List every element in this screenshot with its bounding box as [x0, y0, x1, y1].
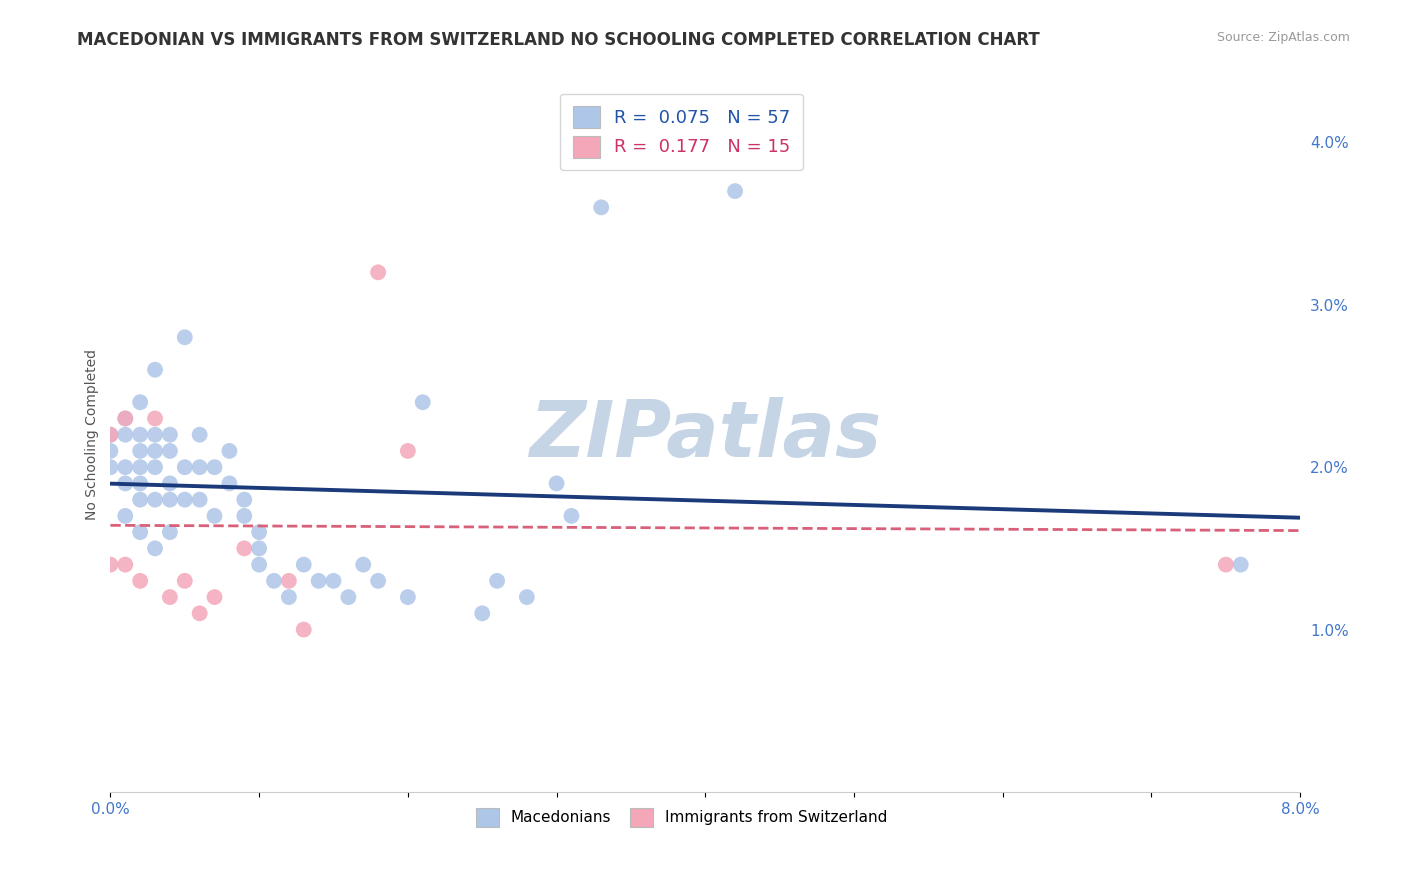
Point — [114, 411, 136, 425]
Point — [204, 590, 226, 604]
Point — [114, 508, 136, 523]
Point — [486, 574, 509, 588]
Point — [114, 558, 136, 572]
Point — [308, 574, 330, 588]
Point — [114, 427, 136, 442]
Point — [114, 411, 136, 425]
Point — [322, 574, 344, 588]
Point — [143, 460, 166, 475]
Point — [114, 460, 136, 475]
Point — [100, 558, 122, 572]
Text: ZIPatlas: ZIPatlas — [529, 397, 882, 473]
Point — [159, 590, 181, 604]
Point — [114, 476, 136, 491]
Point — [247, 541, 270, 556]
Point — [247, 558, 270, 572]
Point — [129, 574, 152, 588]
Point — [188, 607, 211, 621]
Point — [277, 590, 299, 604]
Point — [159, 427, 181, 442]
Point — [159, 492, 181, 507]
Point — [129, 492, 152, 507]
Point — [471, 607, 494, 621]
Point — [143, 411, 166, 425]
Point — [233, 492, 256, 507]
Point — [367, 265, 389, 279]
Point — [129, 525, 152, 540]
Point — [129, 427, 152, 442]
Point — [277, 574, 299, 588]
Point — [204, 460, 226, 475]
Point — [100, 444, 122, 458]
Legend: Macedonians, Immigrants from Switzerland: Macedonians, Immigrants from Switzerland — [468, 800, 894, 834]
Point — [1229, 558, 1251, 572]
Y-axis label: No Schooling Completed: No Schooling Completed — [86, 349, 100, 520]
Point — [218, 476, 240, 491]
Point — [173, 460, 195, 475]
Point — [173, 574, 195, 588]
Point — [204, 508, 226, 523]
Point — [159, 525, 181, 540]
Point — [159, 444, 181, 458]
Point — [233, 541, 256, 556]
Point — [292, 558, 315, 572]
Point — [100, 460, 122, 475]
Point — [159, 476, 181, 491]
Point — [143, 444, 166, 458]
Point — [173, 492, 195, 507]
Point — [367, 574, 389, 588]
Point — [188, 427, 211, 442]
Text: MACEDONIAN VS IMMIGRANTS FROM SWITZERLAND NO SCHOOLING COMPLETED CORRELATION CHA: MACEDONIAN VS IMMIGRANTS FROM SWITZERLAN… — [77, 31, 1040, 49]
Point — [129, 444, 152, 458]
Point — [143, 541, 166, 556]
Point — [100, 427, 122, 442]
Point — [337, 590, 360, 604]
Point — [143, 492, 166, 507]
Point — [591, 200, 613, 214]
Point — [263, 574, 285, 588]
Point — [1215, 558, 1237, 572]
Text: Source: ZipAtlas.com: Source: ZipAtlas.com — [1216, 31, 1350, 45]
Point — [218, 444, 240, 458]
Point — [412, 395, 434, 409]
Point — [292, 623, 315, 637]
Point — [100, 427, 122, 442]
Point — [143, 363, 166, 377]
Point — [396, 444, 419, 458]
Point — [129, 395, 152, 409]
Point — [173, 330, 195, 344]
Point — [188, 492, 211, 507]
Point — [396, 590, 419, 604]
Point — [247, 525, 270, 540]
Point — [129, 460, 152, 475]
Point — [143, 427, 166, 442]
Point — [352, 558, 374, 572]
Point — [129, 476, 152, 491]
Point — [233, 508, 256, 523]
Point — [546, 476, 568, 491]
Point — [188, 460, 211, 475]
Point — [724, 184, 747, 198]
Point — [560, 508, 582, 523]
Point — [516, 590, 538, 604]
